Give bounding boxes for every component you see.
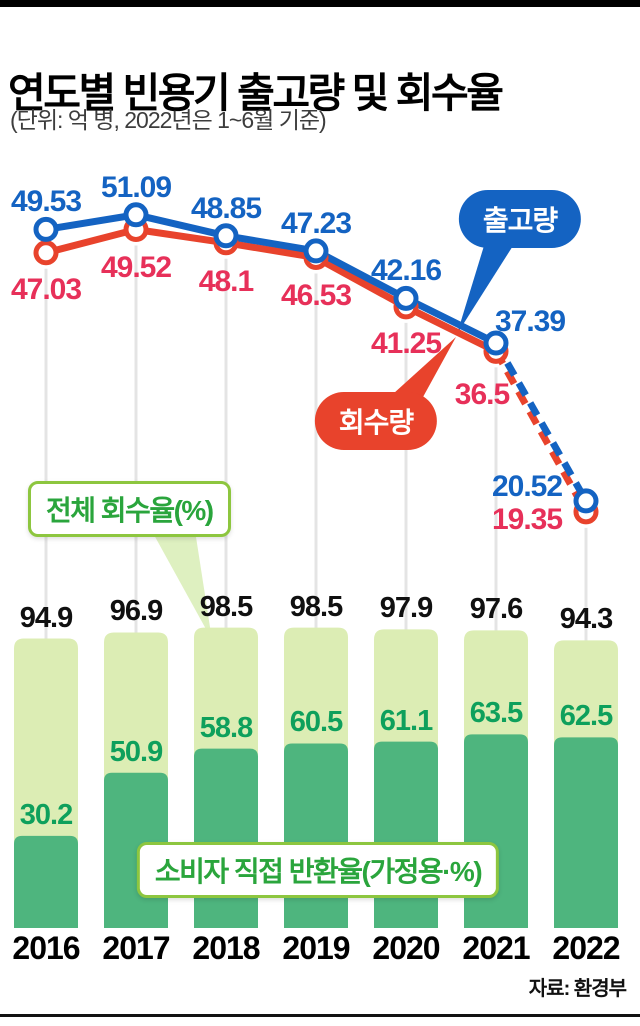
total-box-pointer xyxy=(148,524,212,640)
page-title: 연도별 빈용기 출고량 및 회수율 xyxy=(8,70,504,117)
consumer-return-rate-suffix: (가정용·%) xyxy=(361,856,482,887)
shipment-line xyxy=(42,211,500,347)
bottom-rule xyxy=(0,1014,640,1017)
shipment-marker xyxy=(303,238,329,264)
recovery-badge: 회수량 xyxy=(314,392,438,450)
bar-consumer-return xyxy=(374,741,438,928)
shipment-badge-pointer xyxy=(457,236,516,334)
bar-consumer-return xyxy=(554,737,618,928)
chart-subtitle: (단위: 억 병, 2022년은 1~6월 기준) xyxy=(10,107,327,133)
bar-consumer-return xyxy=(464,734,528,928)
shipment-marker xyxy=(123,202,149,228)
recovery-line xyxy=(42,226,500,355)
source-credit: 자료: 환경부 xyxy=(528,978,627,1000)
shipment-marker xyxy=(213,223,239,249)
top-rule xyxy=(0,0,640,7)
total-recovery-rate-box: 전체 회수율(%) xyxy=(28,481,231,537)
shipment-marker xyxy=(483,330,509,356)
bar-consumer-return xyxy=(284,743,348,928)
shipment-marker xyxy=(573,488,599,514)
consumer-return-rate-label: 소비자 직접 반환율 xyxy=(154,856,363,887)
bar-consumer-return xyxy=(194,748,258,928)
bar-consumer-return xyxy=(14,835,78,928)
shipment-badge: 출고량 xyxy=(458,190,582,248)
shipment-marker xyxy=(393,285,419,311)
recovery-marker xyxy=(33,240,59,266)
shipment-marker xyxy=(33,216,59,242)
recovery-line-dashed xyxy=(492,349,590,514)
consumer-return-rate-box: 소비자 직접 반환율(가정용·%) xyxy=(136,842,500,898)
shipment-line-dashed xyxy=(492,341,590,503)
